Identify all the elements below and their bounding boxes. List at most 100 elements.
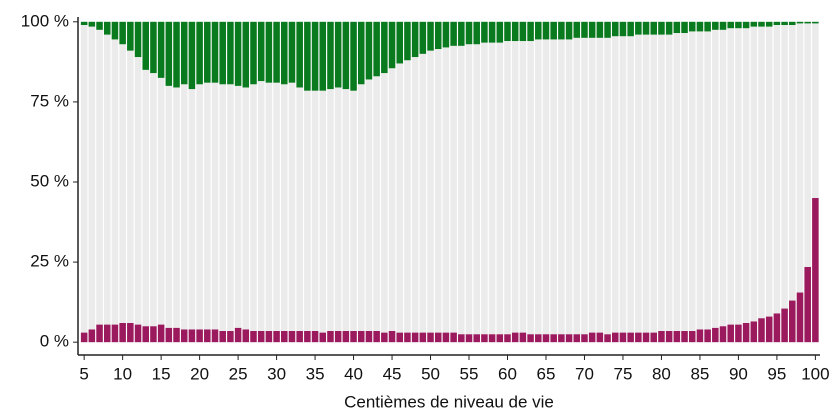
bar-segment	[665, 330, 673, 343]
bar-segment	[758, 318, 765, 343]
bar-segment	[488, 42, 496, 335]
bar-segment	[511, 332, 519, 343]
bar-segment	[150, 326, 157, 343]
y-tick-label: 25 %	[30, 252, 69, 271]
bar-segment	[396, 63, 404, 333]
bar-segment	[381, 332, 388, 343]
bar-segment	[234, 21, 242, 86]
bar-segment	[211, 82, 219, 330]
bar-segment	[119, 21, 126, 45]
bar-segment	[265, 82, 273, 331]
bar-segment	[327, 89, 334, 331]
bar-segment	[411, 57, 419, 333]
bar-segment	[111, 21, 119, 40]
bar-segment	[773, 313, 781, 343]
bar-segment	[673, 33, 681, 331]
bar-segment	[334, 87, 342, 331]
bar-segment	[712, 327, 719, 343]
bar-segment	[696, 329, 704, 343]
bar-segment	[319, 332, 327, 343]
bar-segment	[704, 31, 711, 330]
bar-segment	[542, 21, 550, 40]
bar-segment	[103, 34, 111, 325]
bar-segment	[103, 21, 111, 35]
bar-segment	[142, 21, 150, 70]
bar-segment	[188, 89, 196, 330]
bar-segment	[273, 330, 280, 343]
bar-segment	[311, 21, 319, 91]
bar-segment	[781, 308, 788, 343]
bar-segment	[611, 36, 619, 333]
bar-segment	[719, 29, 727, 327]
bar-segment	[342, 21, 350, 90]
bar-segment	[281, 84, 288, 331]
bar-segment	[304, 21, 311, 91]
bar-segment	[319, 21, 327, 91]
bar-segment	[404, 332, 411, 343]
bar-segment	[781, 25, 788, 309]
bar-segment	[404, 60, 411, 333]
bar-segment	[88, 329, 96, 343]
x-tick-label: 90	[729, 364, 748, 383]
bar-segment	[434, 21, 442, 50]
bar-segment	[396, 332, 404, 343]
bar-segment	[204, 21, 211, 83]
bar-segment	[111, 39, 119, 325]
bar-segment	[611, 332, 619, 343]
bar-segment	[127, 322, 134, 343]
bar-segment	[450, 332, 457, 343]
bar-segment	[527, 21, 534, 42]
bar-segment	[604, 21, 611, 38]
bar-segment	[596, 21, 604, 38]
bar-segment	[88, 21, 96, 27]
bar-segment	[273, 82, 280, 331]
bar-segment	[427, 50, 434, 333]
bar-segment	[719, 21, 727, 30]
bar-segment	[696, 31, 704, 330]
bar-segment	[504, 334, 511, 343]
bar-segment	[727, 28, 734, 325]
bar-segment	[273, 21, 280, 83]
bar-segment	[96, 29, 103, 325]
bar-segment	[281, 21, 288, 85]
bar-segment	[80, 21, 88, 26]
bar-segment	[134, 21, 142, 58]
bar-segment	[150, 21, 157, 74]
bar-segment	[204, 329, 211, 343]
bar-segment	[496, 21, 504, 43]
bar-segment	[565, 39, 573, 335]
bar-segment	[742, 28, 750, 323]
bar-segment	[604, 334, 611, 343]
bar-segment	[419, 332, 427, 343]
bar-segment	[588, 332, 596, 343]
y-tick-label: 50 %	[30, 171, 69, 190]
bar-segment	[542, 334, 550, 343]
bar-segment	[704, 21, 711, 32]
y-tick-label: 100 %	[21, 11, 69, 30]
bar-segment	[665, 21, 673, 35]
bar-segment	[427, 21, 434, 51]
bar-segment	[80, 332, 88, 343]
bar-segment	[242, 329, 250, 343]
x-tick-label: 30	[267, 364, 286, 383]
bar-segment	[450, 21, 457, 46]
bar-segment	[650, 332, 658, 343]
bar-segment	[565, 334, 573, 343]
bar-segment	[581, 21, 588, 38]
bar-segment	[542, 39, 550, 335]
bar-segment	[765, 26, 773, 317]
bar-segment	[519, 21, 527, 42]
bar-segment	[250, 330, 257, 343]
bar-segment	[388, 330, 396, 343]
bar-segment	[342, 330, 350, 343]
bar-segment	[234, 85, 242, 328]
bar-segment	[704, 329, 711, 343]
bar-segment	[173, 21, 180, 88]
bar-segment	[127, 50, 134, 323]
bar-segment	[134, 324, 142, 343]
bar-segment	[327, 21, 334, 90]
bar-segment	[481, 42, 488, 335]
bar-segment	[511, 21, 519, 42]
bar-segment	[789, 25, 796, 301]
